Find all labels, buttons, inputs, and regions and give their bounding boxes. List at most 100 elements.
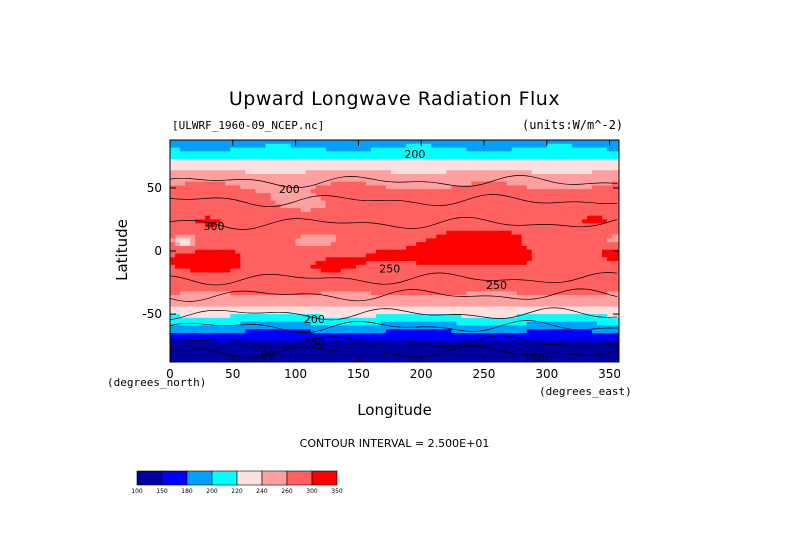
field-cell	[170, 211, 176, 217]
field-cell	[185, 166, 191, 171]
field-cell	[300, 332, 307, 338]
field-cell	[591, 287, 598, 292]
field-cell	[365, 147, 372, 152]
field-cell	[370, 336, 377, 342]
field-cell	[220, 332, 226, 338]
field-cell	[612, 227, 618, 232]
field-cell	[225, 317, 231, 323]
field-cell	[240, 295, 246, 300]
field-cell	[471, 245, 478, 251]
field-cell	[612, 230, 618, 236]
field-cell	[355, 215, 362, 221]
field-cell	[225, 257, 231, 262]
field-cell	[180, 200, 186, 205]
field-cell	[431, 321, 437, 327]
field-cell	[411, 245, 417, 251]
field-cell	[300, 143, 307, 149]
field-cell	[456, 344, 462, 349]
field-cell	[255, 174, 262, 179]
field-cell	[315, 272, 322, 277]
field-cell	[235, 242, 241, 247]
field-cell	[365, 302, 372, 308]
field-cell	[215, 302, 221, 308]
field-cell	[561, 242, 568, 247]
field-cell	[496, 166, 503, 171]
field-cell	[325, 174, 332, 179]
field-cell	[230, 170, 236, 175]
field-cell	[396, 143, 402, 149]
field-cell	[476, 291, 483, 296]
field-cell	[602, 280, 608, 285]
field-cell	[380, 143, 387, 149]
field-cell	[235, 253, 241, 258]
field-cell	[300, 280, 307, 285]
field-cell	[205, 340, 211, 345]
field-cell	[597, 295, 603, 300]
field-cell	[461, 332, 468, 338]
field-cell	[501, 204, 508, 209]
field-cell	[476, 162, 483, 168]
field-cell	[380, 253, 387, 258]
field-cell	[521, 257, 528, 262]
field-cell	[391, 158, 397, 164]
field-cell	[436, 211, 442, 217]
field-cell	[602, 181, 608, 187]
field-cell	[180, 162, 186, 168]
x-axis-label: Longitude	[357, 401, 432, 419]
field-cell	[255, 268, 262, 274]
field-cell	[481, 215, 488, 221]
field-cell	[275, 208, 282, 213]
field-cell	[511, 295, 518, 300]
field-cell	[360, 268, 367, 274]
field-cell	[285, 325, 292, 330]
field-cell	[240, 166, 246, 171]
field-cell	[380, 227, 387, 232]
field-cell	[607, 245, 613, 251]
field-cell	[210, 317, 216, 323]
field-cell	[175, 238, 181, 243]
field-cell	[245, 314, 251, 319]
field-cell	[235, 291, 241, 296]
field-cell	[521, 253, 528, 258]
field-cell	[340, 336, 347, 342]
field-cell	[446, 192, 452, 198]
field-cell	[617, 189, 619, 194]
field-cell	[491, 174, 498, 179]
field-cell	[456, 291, 462, 296]
field-cell	[220, 238, 226, 243]
field-cell	[491, 189, 498, 194]
field-cell	[451, 181, 457, 187]
field-cell	[200, 257, 206, 262]
field-cell	[571, 185, 578, 190]
field-cell	[330, 272, 337, 277]
field-cell	[275, 223, 282, 228]
field-cell	[566, 177, 573, 183]
field-cell	[200, 253, 206, 258]
field-cell	[566, 245, 573, 251]
field-cell	[170, 192, 176, 198]
field-cell	[210, 242, 216, 247]
field-cell	[486, 306, 493, 311]
field-cell	[506, 204, 513, 209]
field-cell	[461, 147, 468, 152]
field-cell	[205, 310, 211, 315]
field-cell	[526, 329, 533, 334]
field-cell	[571, 310, 578, 315]
field-cell	[205, 140, 211, 145]
field-cell	[441, 174, 447, 179]
field-cell	[255, 211, 262, 217]
field-cell	[170, 261, 176, 266]
field-cell	[295, 227, 302, 232]
field-cell	[431, 302, 437, 308]
field-cell	[175, 302, 181, 308]
field-cell	[496, 261, 503, 266]
field-cell	[576, 321, 583, 327]
field-cell	[205, 306, 211, 311]
field-cell	[170, 189, 176, 194]
field-cell	[380, 155, 387, 160]
field-cell	[275, 158, 282, 164]
field-cell	[401, 340, 407, 345]
field-cell	[235, 298, 241, 304]
field-cell	[546, 242, 553, 247]
field-cell	[380, 208, 387, 213]
